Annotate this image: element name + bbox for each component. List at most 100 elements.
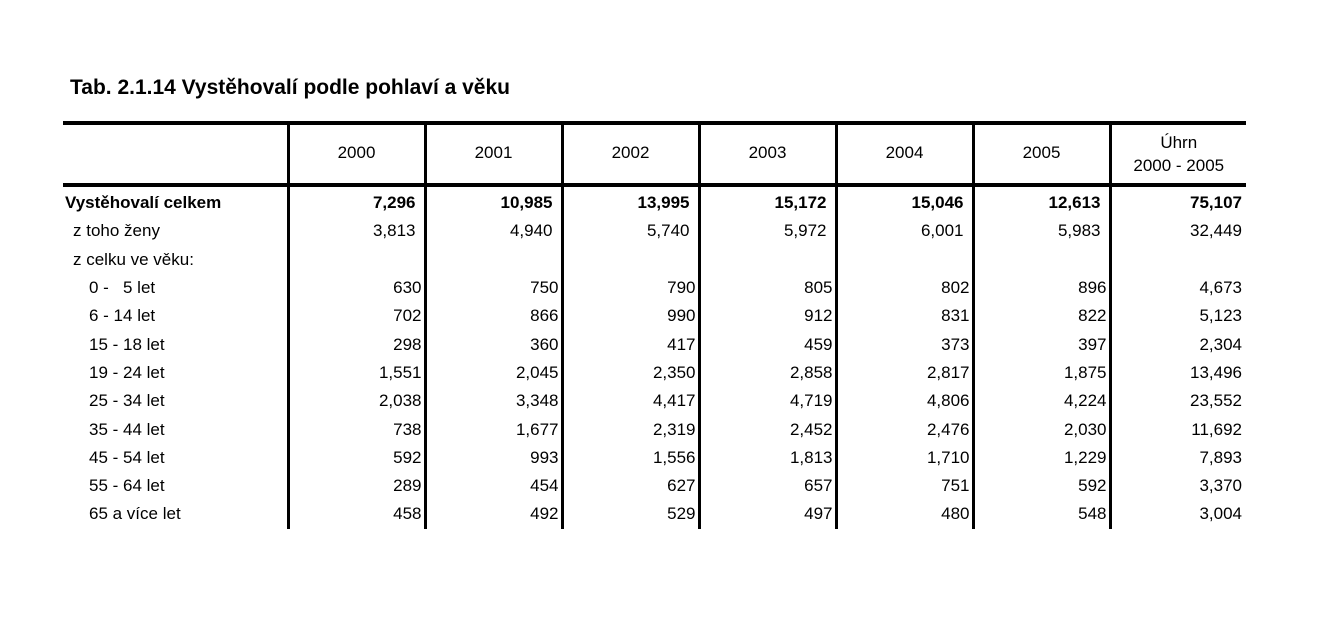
cell-value — [560, 245, 699, 274]
cell-value: 2,319 — [560, 415, 699, 444]
cell-value: 3,813 — [286, 217, 425, 246]
cell-value: 15,046 — [834, 185, 973, 218]
cell-value: 831 — [834, 302, 973, 331]
cell-value: 896 — [971, 273, 1110, 303]
cell-value: 751 — [834, 471, 973, 501]
header-year-label: 2000 — [337, 142, 376, 162]
cell-value: 4,224 — [971, 387, 1110, 416]
cell-total: 2,304 — [1108, 330, 1246, 359]
header-year-2003: 2003 — [697, 121, 836, 187]
cell-value: 2,045 — [423, 358, 562, 388]
table-row: 45 - 54 let 592 993 1,556 1,813 1,710 1,… — [63, 443, 1246, 472]
cell-value: 373 — [834, 330, 973, 359]
cell-value: 7,296 — [286, 185, 425, 218]
cell-value: 5,972 — [697, 217, 836, 246]
cell-value: 4,806 — [834, 387, 973, 416]
header-year-label: 2002 — [611, 142, 650, 162]
row-label: Vystěhovalí celkem — [65, 193, 222, 213]
cell-value: 866 — [423, 302, 562, 331]
cell-value: 627 — [560, 471, 699, 501]
cell-total: 3,004 — [1108, 500, 1246, 529]
row-label: 45 - 54 let — [89, 447, 165, 467]
cell-value: 2,038 — [286, 387, 425, 416]
cell-value: 459 — [697, 330, 836, 359]
cell-total: 23,552 — [1108, 387, 1246, 416]
cell-total — [1108, 245, 1246, 274]
row-label: 25 - 34 let — [89, 391, 165, 411]
table-row: 15 - 18 let 298 360 417 459 373 397 2,30… — [63, 330, 1246, 359]
header-total: Úhrn 2000 - 2005 — [1108, 121, 1246, 187]
cell-value: 492 — [423, 500, 562, 529]
cell-value: 298 — [286, 330, 425, 359]
cell-value: 2,452 — [697, 415, 836, 444]
cell-value: 790 — [560, 273, 699, 303]
cell-value: 802 — [834, 273, 973, 303]
header-year-2005: 2005 — [971, 121, 1110, 187]
cell-value: 1,229 — [971, 443, 1110, 472]
header-total-line2: 2000 - 2005 — [1133, 156, 1225, 175]
cell-value: 2,030 — [971, 415, 1110, 444]
cell-value: 5,983 — [971, 217, 1110, 246]
cell-value: 529 — [560, 500, 699, 529]
table-row-women: z toho ženy 3,813 4,940 5,740 5,972 6,00… — [63, 217, 1246, 246]
cell-value: 497 — [697, 500, 836, 529]
cell-value: 805 — [697, 273, 836, 303]
cell-total: 32,449 — [1108, 217, 1246, 246]
row-label: 35 - 44 let — [89, 419, 165, 439]
table-row-age-heading: z celku ve věku: — [63, 245, 1246, 274]
header-year-2004: 2004 — [834, 121, 973, 187]
cell-value — [697, 245, 836, 274]
cell-total: 11,692 — [1108, 415, 1246, 444]
cell-value — [834, 245, 973, 274]
cell-total: 4,673 — [1108, 273, 1246, 303]
row-label: 6 - 14 let — [89, 306, 156, 326]
cell-value: 2,350 — [560, 358, 699, 388]
header-row: 2000 2001 2002 2003 2004 2005 Úhrn 2000 … — [63, 121, 1246, 187]
cell-value: 657 — [697, 471, 836, 501]
cell-value: 1,710 — [834, 443, 973, 472]
row-label: z celku ve věku: — [73, 249, 194, 269]
cell-value: 1,677 — [423, 415, 562, 444]
cell-value: 822 — [971, 302, 1110, 331]
cell-value: 1,551 — [286, 358, 425, 388]
cell-value: 1,875 — [971, 358, 1110, 388]
cell-value: 990 — [560, 302, 699, 331]
cell-total: 3,370 — [1108, 471, 1246, 501]
cell-value — [971, 245, 1110, 274]
cell-value: 13,995 — [560, 185, 699, 218]
row-label: 19 - 24 let — [89, 362, 165, 382]
header-total-line1: Úhrn — [1160, 133, 1198, 152]
cell-value: 592 — [971, 471, 1110, 501]
cell-value: 2,858 — [697, 358, 836, 388]
cell-value: 2,817 — [834, 358, 973, 388]
cell-value: 4,940 — [423, 217, 562, 246]
cell-value: 458 — [286, 500, 425, 529]
table-row: 0 - 5 let 630 750 790 805 802 896 4,673 — [63, 273, 1246, 303]
header-year-label: 2003 — [748, 142, 787, 162]
cell-value: 750 — [423, 273, 562, 303]
header-year-2000: 2000 — [286, 121, 425, 187]
cell-total: 75,107 — [1108, 185, 1246, 218]
cell-value: 10,985 — [423, 185, 562, 218]
table-row: 19 - 24 let 1,551 2,045 2,350 2,858 2,81… — [63, 358, 1246, 388]
table-row: 25 - 34 let 2,038 3,348 4,417 4,719 4,80… — [63, 387, 1246, 416]
cell-value: 1,813 — [697, 443, 836, 472]
cell-value: 4,417 — [560, 387, 699, 416]
cell-value: 6,001 — [834, 217, 973, 246]
cell-total: 5,123 — [1108, 302, 1246, 331]
cell-value: 3,348 — [423, 387, 562, 416]
cell-value: 12,613 — [971, 185, 1110, 218]
header-year-label: 2004 — [885, 142, 924, 162]
row-label: z toho ženy — [73, 221, 160, 241]
cell-value — [286, 245, 425, 274]
cell-value: 5,740 — [560, 217, 699, 246]
row-label: 15 - 18 let — [89, 334, 165, 354]
header-year-label: 2001 — [474, 142, 513, 162]
cell-value: 993 — [423, 443, 562, 472]
cell-value: 2,476 — [834, 415, 973, 444]
cell-value: 4,719 — [697, 387, 836, 416]
cell-value: 738 — [286, 415, 425, 444]
cell-value: 548 — [971, 500, 1110, 529]
header-year-2002: 2002 — [560, 121, 699, 187]
table-row: 35 - 44 let 738 1,677 2,319 2,452 2,476 … — [63, 415, 1246, 444]
